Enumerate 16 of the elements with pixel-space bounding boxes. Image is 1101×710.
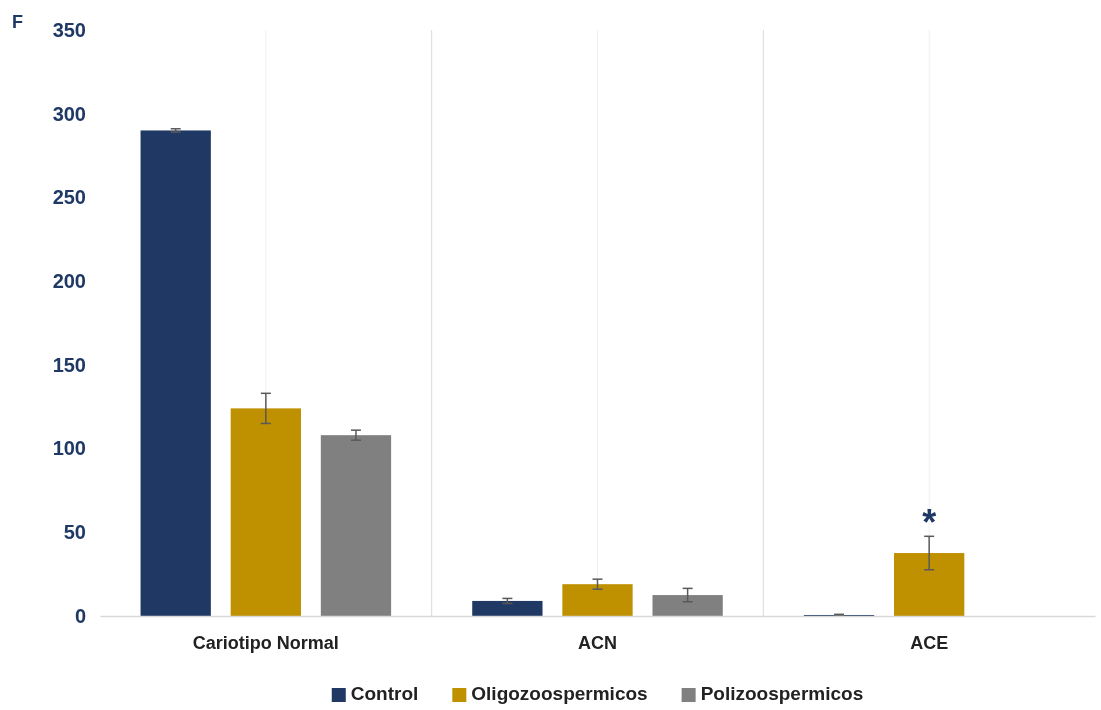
x-tick-label: ACE <box>910 632 949 653</box>
y-tick-label: 250 <box>52 186 86 209</box>
x-tick-label: ACN <box>578 632 617 653</box>
y-tick-label: 200 <box>52 270 86 293</box>
y-tick-label: 50 <box>63 521 86 544</box>
legend-label: Control <box>350 683 419 704</box>
y-tick-label: 100 <box>52 437 86 460</box>
text: F <box>12 12 23 32</box>
legend-label: Oligozoospermicos <box>471 683 648 704</box>
x-tick-label: Cariotipo Normal <box>192 632 339 653</box>
annotation: * <box>922 502 937 544</box>
y-tick-label: 350 <box>52 18 86 41</box>
y-tick-label: 300 <box>52 102 86 125</box>
legend-label: Polizoospermicos <box>700 683 864 704</box>
y-tick-label: 0 <box>74 604 86 627</box>
y-tick-label: 150 <box>52 353 86 376</box>
